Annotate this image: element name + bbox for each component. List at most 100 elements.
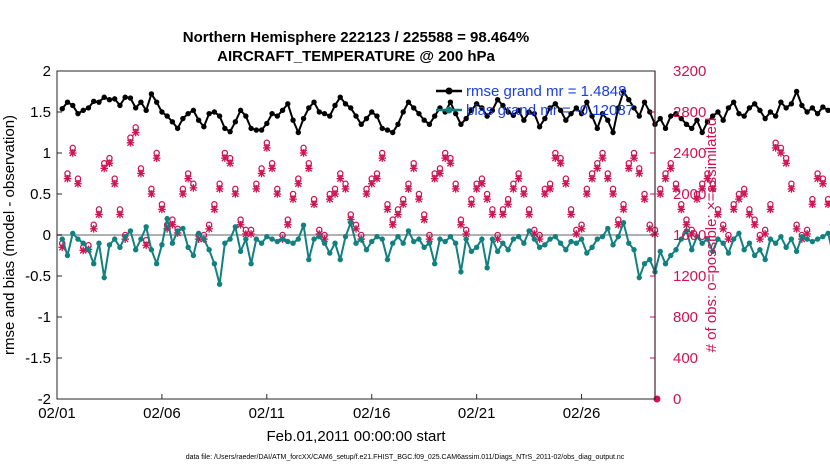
obs-assimilated-marker [467,200,476,209]
rmse-point [725,105,732,111]
bias-point [505,247,511,253]
y2-tick-label: 0 [673,391,681,408]
bias-point [521,240,527,246]
rmse-point [327,113,333,119]
rmse-point [311,99,317,105]
obs-assimilated-marker [609,190,617,198]
rmse-point [531,110,538,117]
legend-rmse-label: rmse grand mr = 1.4848 [466,83,627,100]
rmse-point [426,121,433,128]
rmse-point [547,105,553,111]
obs-assimilated-marker [761,230,769,238]
bias-point [342,233,349,240]
bias-point [237,248,244,255]
bias-point [306,256,312,263]
bias-point [132,247,139,253]
obs-assimilated-marker [745,210,754,219]
obs-assimilated-marker [504,200,512,209]
rmse-point [164,113,170,119]
y2-tick-label: 2000 [673,186,706,203]
bias-point [295,236,301,242]
rmse-point [515,107,522,114]
rmse-point [416,110,422,117]
obs-assimilated-marker [493,235,502,243]
bias-point [243,236,249,242]
rmse-series-line [61,90,830,134]
obs-assimilated-marker [735,195,743,203]
rmse-point [232,119,239,125]
obs-assimilated-marker [331,190,339,198]
obs-assimilated-marker [729,205,738,214]
obs-assimilated-marker [341,185,350,193]
y2-tick-label: 400 [673,350,698,367]
bias-point [96,240,102,246]
obs-assimilated-marker [205,225,213,233]
obs-assimilated-marker [714,210,722,219]
obs-assimilated-marker [210,205,219,214]
obs-assimilated-marker [572,230,581,238]
rmse-point [463,115,469,122]
bias-point [195,230,202,237]
bias-point [70,230,76,237]
obs-assimilated-marker [588,174,596,183]
bias-point [458,269,464,275]
obs-assimilated-marker [131,128,140,137]
rmse-point [741,113,747,119]
obs-assimilated-marker [457,220,465,229]
obs-assimilated-marker [226,159,234,168]
rmse-point [599,110,606,117]
obs-assimilated-marker [782,159,790,168]
bias-point [384,256,391,263]
bias-point [127,228,134,234]
rmse-point [169,119,176,125]
bias-point [369,238,375,245]
obs-assimilated-marker [535,235,544,243]
bias-point [437,236,443,242]
obs-assimilated-marker [645,225,654,233]
rmse-point [557,107,564,114]
obs-assimilated-marker [215,185,224,193]
bias-point [699,240,705,246]
obs-assimilated-marker [420,215,428,224]
bias-point [332,240,338,246]
legend: rmse grand mr = 1.4848 bias grand mr = -… [436,83,634,119]
rmse-point [730,99,737,105]
obs-assimilated-marker [415,195,423,203]
rmse-point [757,107,763,114]
y-axis-label: rmse and bias (model - observation) [1,115,18,355]
obs-assimilated-marker [672,185,680,193]
bias-point [500,240,506,246]
rmse-point [809,105,816,111]
rmse-point [494,97,501,103]
obs-assimilated-marker [158,205,166,214]
bias-point [264,233,270,240]
rmse-point [772,113,779,119]
rmse-point [374,113,380,119]
obs-assimilated-marker [263,144,271,152]
rmse-point [395,121,401,128]
bias-point [793,248,800,255]
obs-assimilated-marker [68,149,77,157]
bias-point [799,233,805,240]
data-file-footnote: data file: /Users/raeder/DAI/ATM_forcXX/… [186,454,625,461]
rmse-point [479,105,485,111]
bias-point [227,236,233,242]
rmse-point [500,102,506,109]
bias-point [788,236,795,242]
rmse-point [647,109,653,115]
rmse-point [793,88,800,95]
bias-point [447,233,454,240]
x-tick-label: 02/11 [249,405,285,422]
rmse-point [605,117,611,123]
y2-tick-label: 1600 [673,227,706,244]
bias-point [825,230,830,237]
bias-point [725,250,732,256]
obs-assimilated-marker [184,174,192,183]
rmse-point [710,113,716,119]
obs-assimilated-marker [373,174,381,183]
bias-point [542,242,548,248]
obs-assimilated-marker [89,225,98,233]
rmse-point [290,117,296,123]
bias-point [489,236,496,242]
rmse-point [258,127,265,133]
